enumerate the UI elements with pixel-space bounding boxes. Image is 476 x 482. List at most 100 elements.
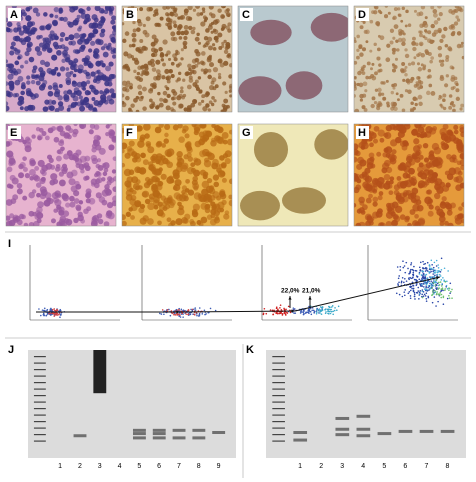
cell (404, 53, 410, 59)
cell (358, 82, 364, 88)
cell (354, 175, 359, 183)
cell (130, 103, 135, 108)
event (194, 314, 196, 316)
cell (164, 68, 170, 74)
cell (166, 50, 171, 55)
cell (385, 152, 391, 159)
cell (12, 35, 18, 42)
cell (187, 156, 194, 162)
cell (378, 63, 382, 67)
cell (176, 165, 183, 173)
cell (412, 154, 418, 160)
ladder-band (272, 427, 285, 429)
cell (200, 68, 205, 72)
cell (151, 101, 155, 106)
cell (144, 32, 150, 38)
micrograph: B (121, 5, 233, 113)
cell (447, 222, 454, 226)
cell (159, 16, 164, 21)
event (191, 308, 194, 311)
cell (461, 55, 464, 60)
cell (139, 217, 147, 225)
cell (380, 81, 384, 85)
cell (442, 98, 446, 102)
cell (15, 68, 22, 75)
cell (7, 140, 13, 146)
cell (58, 140, 65, 147)
cell (356, 55, 360, 60)
event (408, 278, 410, 281)
cell (41, 170, 47, 176)
cell (26, 46, 32, 53)
cell (415, 149, 422, 156)
event (423, 286, 425, 288)
cell (444, 43, 449, 48)
cell (371, 62, 375, 66)
gel-band (293, 438, 308, 442)
cell (37, 159, 45, 167)
cell (371, 96, 376, 101)
cell (64, 218, 70, 224)
cell (356, 82, 360, 87)
event (398, 281, 400, 284)
cell (211, 124, 216, 129)
ladder-band (272, 434, 285, 436)
event (422, 260, 424, 263)
event (431, 283, 433, 285)
cell (368, 152, 375, 159)
event (419, 283, 421, 285)
cell (387, 202, 396, 211)
cell (374, 88, 379, 92)
cell (433, 146, 442, 155)
event (439, 275, 442, 277)
cell (428, 151, 435, 157)
cell (204, 157, 209, 163)
cell (29, 169, 36, 176)
event (398, 275, 401, 277)
event (180, 308, 183, 311)
cell (194, 36, 200, 42)
cell (356, 163, 363, 170)
lane-number: 6 (403, 463, 407, 470)
cell (24, 145, 32, 153)
cell (382, 97, 386, 101)
cell (111, 135, 116, 142)
cell (424, 16, 428, 20)
cell (188, 67, 192, 72)
cell (137, 84, 143, 90)
cell (407, 89, 412, 94)
event (416, 279, 418, 282)
cell (66, 150, 73, 157)
cell (27, 104, 34, 111)
cell (221, 163, 227, 169)
cell (377, 34, 381, 38)
cell (100, 9, 105, 14)
cell (417, 67, 423, 72)
event (302, 311, 304, 313)
event (287, 305, 290, 308)
event (209, 307, 212, 310)
cell (158, 124, 164, 128)
event (440, 293, 443, 296)
cell (441, 59, 445, 63)
panel-label: B (126, 9, 134, 21)
cell (207, 74, 212, 80)
cell (59, 32, 66, 38)
event (302, 313, 305, 316)
cell (437, 53, 443, 58)
cell (377, 87, 382, 93)
event (308, 305, 310, 308)
event (436, 292, 438, 295)
cell (441, 196, 447, 202)
frame (353, 5, 465, 113)
cell (101, 177, 106, 182)
label-box (124, 8, 137, 21)
event (412, 269, 415, 272)
ladder-band (33, 362, 46, 364)
cell (112, 186, 116, 192)
cell (92, 28, 98, 34)
cell (224, 46, 229, 51)
event (416, 276, 419, 278)
event (44, 309, 46, 312)
event (430, 267, 433, 270)
